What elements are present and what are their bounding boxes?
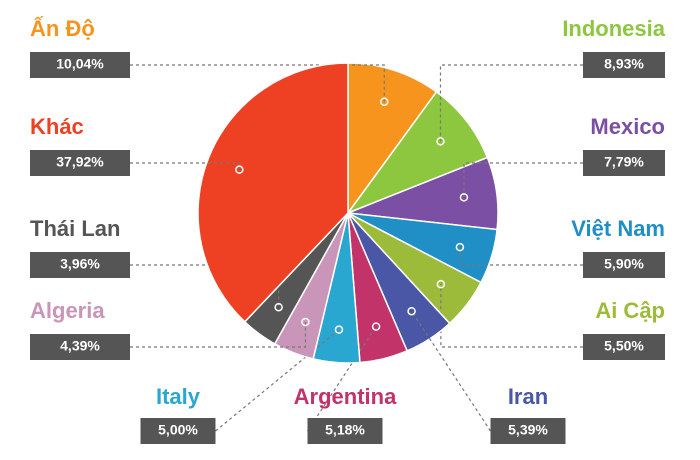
value-box (583, 52, 665, 78)
leader-dot (436, 279, 446, 289)
value-box (30, 334, 130, 360)
value-label: 5,18% (325, 422, 365, 438)
leader-dot (274, 302, 283, 312)
leader-line (439, 64, 583, 142)
leader-line (215, 329, 340, 432)
value-box (583, 252, 665, 278)
category-label: Iran (508, 384, 548, 409)
category-label: Algeria (30, 298, 105, 323)
leader-dot (301, 317, 310, 327)
leader-line (130, 321, 307, 348)
leader-line (130, 162, 240, 170)
category-label: Việt Nam (571, 216, 665, 241)
value-label: 5,39% (508, 422, 548, 438)
leader-line (306, 326, 377, 432)
value-box (30, 150, 130, 176)
value-label: 5,50% (604, 338, 644, 354)
pie-slice (347, 62, 438, 216)
category-label: Khác (30, 114, 84, 139)
category-label: Italy (156, 384, 201, 409)
value-box (583, 150, 665, 176)
value-label: 7,79% (604, 154, 644, 170)
leader-dot (371, 322, 381, 331)
leader-dot (407, 306, 416, 316)
category-label: Ấn Độ (30, 16, 95, 41)
leader-dot (235, 165, 244, 174)
value-box (307, 418, 383, 444)
leader-dot (334, 325, 344, 334)
category-label: Mexico (590, 114, 665, 139)
leader-dot (380, 97, 389, 107)
category-label: Ai Cập (595, 298, 665, 323)
value-label: 10,04% (56, 56, 104, 72)
leader-dot (436, 137, 445, 146)
value-box (30, 52, 130, 78)
value-label: 4,39% (60, 338, 100, 354)
value-box (490, 418, 566, 444)
value-label: 8,93% (604, 56, 644, 72)
value-box (140, 418, 216, 444)
value-label: 5,90% (604, 256, 644, 272)
leader-line (130, 264, 280, 308)
category-label: Indonesia (562, 16, 665, 41)
category-label: Argentina (294, 384, 397, 409)
pie-slice (345, 90, 489, 215)
leader-line (130, 64, 385, 102)
value-label: 37,92% (56, 154, 104, 170)
leader-line (411, 310, 492, 432)
value-box (30, 252, 130, 278)
leader-dot (455, 242, 465, 252)
leader-dot (459, 193, 469, 202)
pie-slice (197, 62, 349, 323)
value-box (583, 334, 665, 360)
category-label: Thái Lan (30, 216, 120, 241)
value-label: 5,00% (158, 422, 198, 438)
value-label: 3,96% (60, 256, 100, 272)
